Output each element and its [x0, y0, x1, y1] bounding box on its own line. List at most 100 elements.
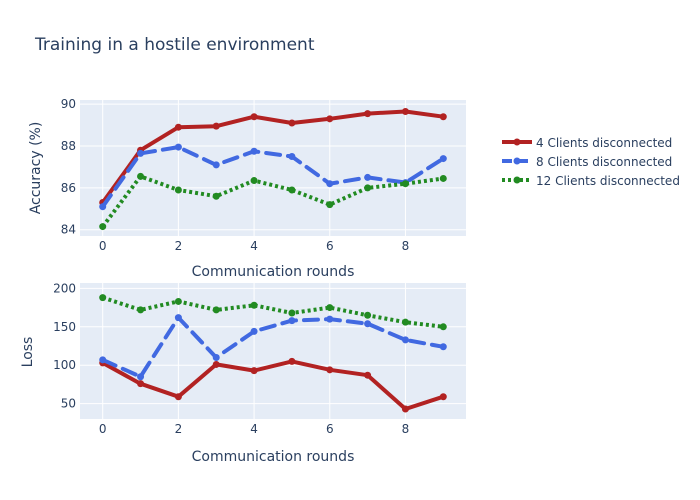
loss-y-tick-label: 100 — [53, 358, 76, 372]
loss-data-point[interactable] — [137, 380, 145, 388]
loss-y-tick-label: 150 — [53, 320, 76, 334]
accuracy-data-point[interactable] — [439, 174, 447, 182]
loss-y-tick-label: 50 — [61, 397, 76, 411]
loss-data-point[interactable] — [174, 314, 182, 322]
accuracy-x-axis-label: Communication rounds — [192, 264, 355, 280]
loss-y-axis-label: Loss — [20, 337, 36, 368]
accuracy-data-point[interactable] — [401, 180, 409, 188]
loss-data-point[interactable] — [137, 306, 145, 314]
legend-item[interactable]: 12 Clients disconnected — [502, 174, 680, 188]
legend-item[interactable]: 4 Clients disconnected — [502, 136, 672, 150]
loss-series-line[interactable] — [100, 359, 446, 411]
loss-data-point[interactable] — [326, 315, 334, 323]
loss-series-line[interactable] — [100, 315, 446, 379]
accuracy-data-point[interactable] — [326, 115, 334, 123]
loss-x-tick-label: 2 — [175, 422, 183, 436]
loss-data-point[interactable] — [439, 343, 447, 351]
loss-tick-labels: 0 2 4 6 8 50 100 150 200 — [53, 281, 409, 436]
loss-data-point[interactable] — [326, 366, 334, 374]
loss-x-tick-label: 6 — [326, 422, 334, 436]
accuracy-data-point[interactable] — [364, 184, 372, 192]
loss-data-point[interactable] — [401, 405, 409, 413]
loss-x-tick-label: 8 — [402, 422, 410, 436]
loss-data-point[interactable] — [137, 373, 145, 381]
loss-data-point[interactable] — [364, 320, 372, 328]
loss-data-point[interactable] — [288, 309, 296, 317]
accuracy-x-tick-label: 0 — [99, 239, 107, 253]
accuracy-series-line[interactable] — [100, 145, 446, 209]
accuracy-data-point[interactable] — [439, 155, 447, 163]
accuracy-data-point[interactable] — [364, 173, 372, 181]
loss-data-point[interactable] — [99, 356, 107, 364]
legend-label: 4 Clients disconnected — [536, 136, 672, 150]
loss-series-line[interactable] — [102, 295, 444, 329]
accuracy-data-point[interactable] — [288, 152, 296, 160]
loss-data-point[interactable] — [212, 354, 220, 362]
legend: 4 Clients disconnected 8 Clients disconn… — [502, 136, 680, 188]
loss-x-tick-label: 4 — [250, 422, 258, 436]
accuracy-data-point[interactable] — [364, 110, 372, 118]
loss-data-point[interactable] — [250, 367, 258, 375]
loss-data-point[interactable] — [401, 336, 409, 344]
legend-marker — [513, 157, 521, 165]
accuracy-data-point[interactable] — [212, 192, 220, 200]
accuracy-data-point[interactable] — [137, 149, 145, 157]
accuracy-plot-area — [80, 100, 466, 236]
accuracy-data-point[interactable] — [174, 123, 182, 131]
accuracy-data-point[interactable] — [250, 113, 258, 121]
loss-data-point[interactable] — [439, 323, 447, 331]
accuracy-data-point[interactable] — [99, 203, 107, 211]
accuracy-y-tick-label: 86 — [61, 181, 76, 195]
loss-data-point[interactable] — [364, 311, 372, 319]
accuracy-data-point[interactable] — [250, 147, 258, 155]
loss-data-point[interactable] — [401, 318, 409, 326]
loss-x-tick-label: 0 — [99, 422, 107, 436]
accuracy-data-point[interactable] — [439, 113, 447, 121]
accuracy-data-point[interactable] — [174, 143, 182, 151]
accuracy-data-point[interactable] — [212, 122, 220, 130]
loss-data-point[interactable] — [99, 294, 107, 302]
accuracy-series — [99, 108, 447, 231]
accuracy-x-tick-label: 8 — [402, 239, 410, 253]
legend-label: 8 Clients disconnected — [536, 155, 672, 169]
loss-data-point[interactable] — [174, 393, 182, 401]
legend-label: 12 Clients disconnected — [536, 174, 680, 188]
loss-x-axis-label: Communication rounds — [192, 449, 355, 465]
loss-subplot: 0 2 4 6 8 50 100 150 200 Communication rounds Lo… — [20, 281, 466, 465]
loss-data-point[interactable] — [250, 327, 258, 335]
accuracy-data-point[interactable] — [174, 186, 182, 194]
legend-marker — [513, 138, 521, 146]
legend-item[interactable]: 8 Clients disconnected — [502, 155, 672, 169]
accuracy-subplot: 0 2 4 6 8 84 86 88 90 Communication rounds Accur… — [28, 97, 466, 280]
accuracy-data-point[interactable] — [326, 180, 334, 188]
loss-data-point[interactable] — [212, 306, 220, 314]
accuracy-series-line[interactable] — [100, 109, 446, 205]
loss-data-point[interactable] — [174, 297, 182, 305]
loss-data-point[interactable] — [364, 371, 372, 379]
legend-marker — [513, 176, 521, 184]
loss-data-point[interactable] — [250, 301, 258, 309]
accuracy-y-axis-label: Accuracy (%) — [28, 122, 44, 215]
loss-y-tick-label: 200 — [53, 281, 76, 295]
accuracy-data-point[interactable] — [99, 223, 107, 231]
loss-data-point[interactable] — [326, 304, 334, 312]
accuracy-tick-labels: 0 2 4 6 8 84 86 88 90 — [61, 97, 410, 253]
figure-title: Training in a hostile environment — [34, 35, 315, 55]
accuracy-data-point[interactable] — [326, 201, 334, 209]
loss-data-point[interactable] — [439, 393, 447, 401]
accuracy-y-tick-label: 84 — [61, 223, 76, 237]
accuracy-data-point[interactable] — [401, 108, 409, 116]
accuracy-y-tick-label: 90 — [61, 97, 76, 111]
accuracy-data-point[interactable] — [212, 161, 220, 169]
loss-series — [99, 294, 447, 413]
accuracy-y-tick-label: 88 — [61, 139, 76, 153]
loss-data-point[interactable] — [288, 317, 296, 325]
accuracy-data-point[interactable] — [250, 177, 258, 185]
accuracy-data-point[interactable] — [137, 172, 145, 180]
accuracy-data-point[interactable] — [288, 119, 296, 127]
loss-data-point[interactable] — [212, 360, 220, 368]
loss-plot-area — [80, 283, 466, 419]
loss-data-point[interactable] — [288, 357, 296, 365]
accuracy-data-point[interactable] — [288, 186, 296, 194]
